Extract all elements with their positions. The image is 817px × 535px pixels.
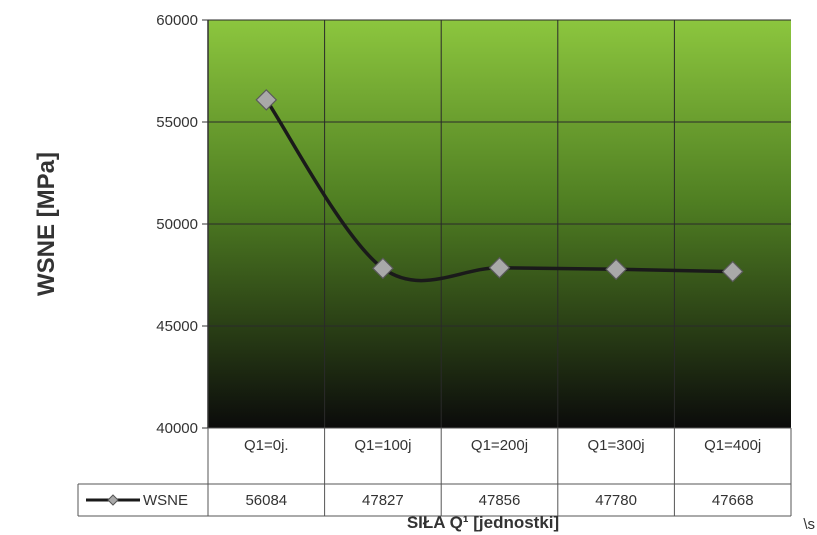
y-tick-label: 40000 bbox=[156, 420, 198, 437]
y-axis: 40000 45000 50000 55000 60000 bbox=[156, 12, 209, 437]
data-value: 47668 bbox=[712, 492, 754, 509]
y-tick-label: 60000 bbox=[156, 12, 198, 29]
y-tick-label: 55000 bbox=[156, 114, 198, 131]
data-point-marker bbox=[372, 257, 394, 280]
series-line bbox=[264, 98, 733, 283]
y-tick-label: 45000 bbox=[156, 318, 198, 335]
data-value: 47856 bbox=[479, 492, 521, 509]
series-wsne bbox=[255, 89, 744, 283]
data-point-marker bbox=[488, 256, 511, 279]
category-label: Q1=200j bbox=[471, 437, 528, 454]
legend-label: WSNE bbox=[143, 492, 188, 509]
data-value: 47780 bbox=[595, 492, 637, 509]
data-value: 56084 bbox=[245, 492, 287, 509]
category-label: Q1=0j. bbox=[244, 437, 289, 454]
data-point-marker bbox=[605, 258, 627, 281]
y-axis-label: WSNE [MPa] bbox=[33, 152, 60, 296]
category-label: Q1=300j bbox=[588, 437, 645, 454]
y-tick-label: 50000 bbox=[156, 216, 198, 233]
data-table: Q1=0j. Q1=100j Q1=200j Q1=300j Q1=400j WSNE 56… bbox=[77, 427, 792, 517]
x-axis-label: SIŁA Q¹ [jednostki] bbox=[407, 513, 559, 532]
data-point-marker bbox=[255, 89, 278, 111]
corner-text: \s bbox=[803, 516, 815, 533]
data-value: 47827 bbox=[362, 492, 404, 509]
legend-swatch-marker bbox=[107, 494, 119, 506]
category-label: Q1=400j bbox=[704, 437, 761, 454]
category-label: Q1=100j bbox=[354, 437, 411, 454]
data-point-marker bbox=[721, 260, 744, 283]
